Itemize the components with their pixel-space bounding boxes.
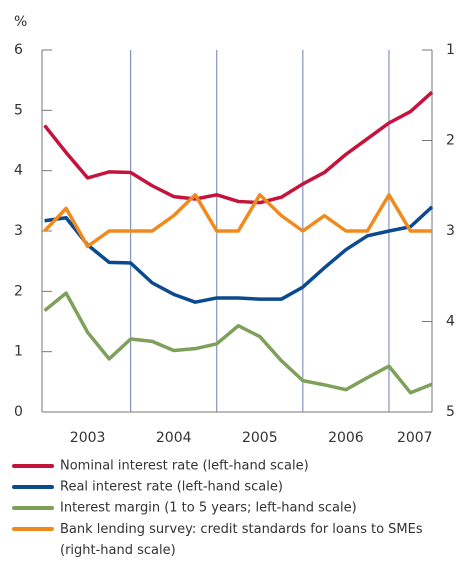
series-line: [43, 90, 434, 205]
y2-tick-label: 1: [446, 42, 455, 58]
legend: Nominal interest rate (left-hand scale) R…: [12, 459, 423, 558]
unit-label: %: [14, 14, 27, 30]
x-tick-label: 2004: [156, 430, 192, 446]
y2-tick-label: 5: [446, 404, 455, 420]
x-tick-label: 2007: [397, 430, 433, 446]
y-tick-label: 6: [14, 42, 23, 58]
legend-label: Real interest rate (left-hand scale): [60, 480, 283, 495]
y-tick-label: 5: [14, 102, 23, 118]
y2-tick-label: 3: [446, 223, 455, 239]
y-tick-label: 4: [14, 163, 23, 179]
y2-tick-label: 2: [446, 133, 455, 149]
y2-tick-label: 4: [446, 314, 455, 330]
y-tick-label: 3: [14, 223, 23, 239]
y-tick-label: 1: [14, 344, 23, 360]
y-tick-label: 2: [14, 283, 23, 299]
x-tick-label: 2006: [328, 430, 364, 446]
series-line: [43, 193, 432, 249]
series-line: [44, 205, 434, 304]
legend-line: (right-hand scale): [60, 543, 176, 558]
legend-label: Bank lending survey: credit standards fo…: [60, 522, 423, 558]
legend-label: Interest margin (1 to 5 years; left-hand…: [60, 501, 357, 516]
x-tick-label: 2005: [242, 430, 278, 446]
x-tick-label: 2003: [70, 430, 106, 446]
legend-line: Bank lending survey: credit standards fo…: [60, 522, 423, 537]
legend-label: Nominal interest rate (left-hand scale): [60, 459, 309, 474]
series-line: [43, 291, 433, 395]
y-tick-label: 0: [14, 404, 23, 420]
